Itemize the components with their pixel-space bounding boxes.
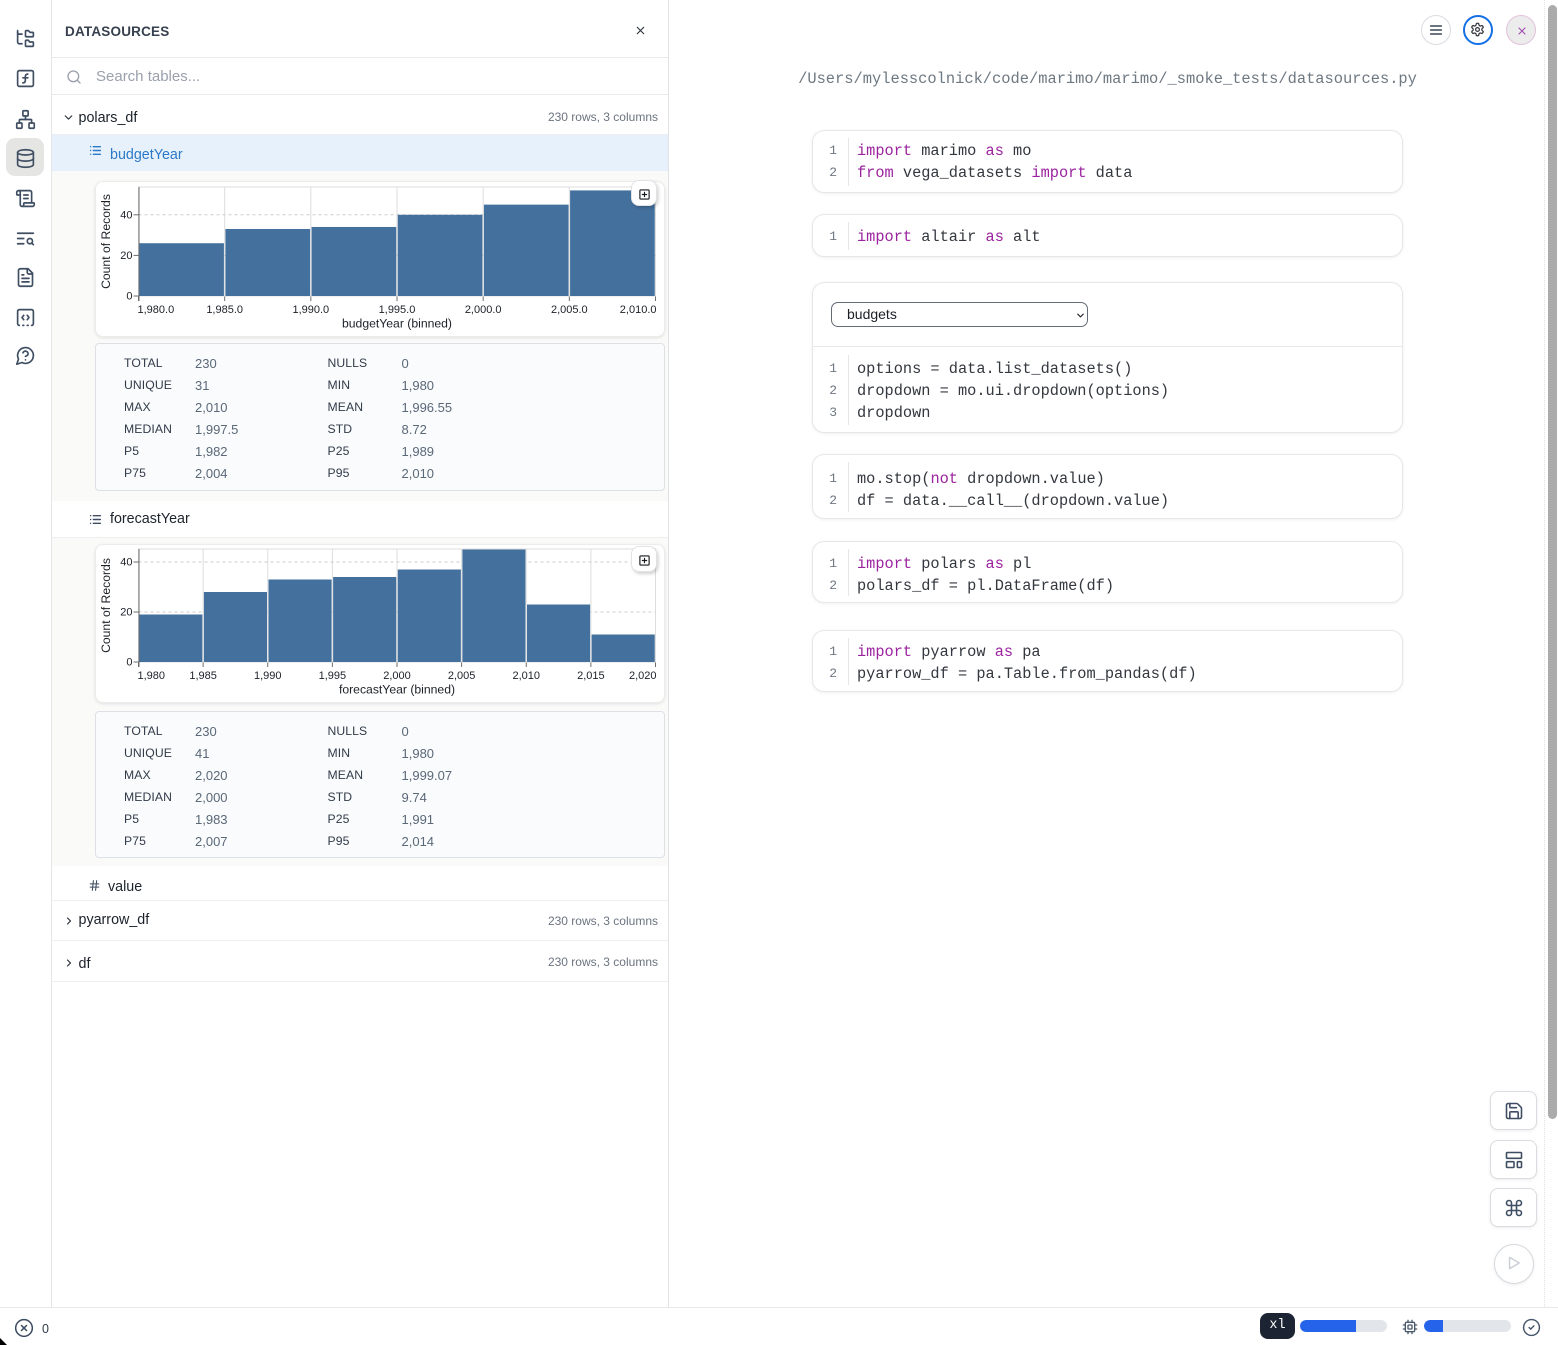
svg-text:2,000: 2,000 xyxy=(383,670,411,682)
svg-text:1,985.0: 1,985.0 xyxy=(206,304,243,316)
svg-text:1,980.0: 1,980.0 xyxy=(138,304,175,316)
svg-text:2,005: 2,005 xyxy=(448,670,476,682)
svg-text:2,015: 2,015 xyxy=(577,670,605,682)
svg-text:2,005.0: 2,005.0 xyxy=(551,304,588,316)
svg-text:2,010: 2,010 xyxy=(512,670,540,682)
svg-text:Count of Records: Count of Records xyxy=(99,194,113,289)
svg-text:40: 40 xyxy=(120,209,132,221)
svg-text:forecastYear (binned): forecastYear (binned) xyxy=(339,683,455,697)
svg-text:2,020: 2,020 xyxy=(629,670,657,682)
svg-text:1,980: 1,980 xyxy=(138,670,166,682)
svg-text:Count of Records: Count of Records xyxy=(99,558,113,653)
svg-text:1,990.0: 1,990.0 xyxy=(292,304,329,316)
svg-text:2,010.0: 2,010.0 xyxy=(620,304,657,316)
svg-text:budgetYear (binned): budgetYear (binned) xyxy=(342,317,452,331)
svg-text:40: 40 xyxy=(120,557,132,569)
svg-text:20: 20 xyxy=(120,250,132,262)
svg-text:20: 20 xyxy=(120,607,132,619)
svg-text:2,000.0: 2,000.0 xyxy=(465,304,502,316)
svg-text:0: 0 xyxy=(126,291,132,303)
svg-text:1,985: 1,985 xyxy=(189,670,217,682)
svg-text:1,995.0: 1,995.0 xyxy=(379,304,416,316)
svg-text:1,995: 1,995 xyxy=(319,670,347,682)
svg-text:1,990: 1,990 xyxy=(254,670,282,682)
svg-text:0: 0 xyxy=(126,657,132,669)
